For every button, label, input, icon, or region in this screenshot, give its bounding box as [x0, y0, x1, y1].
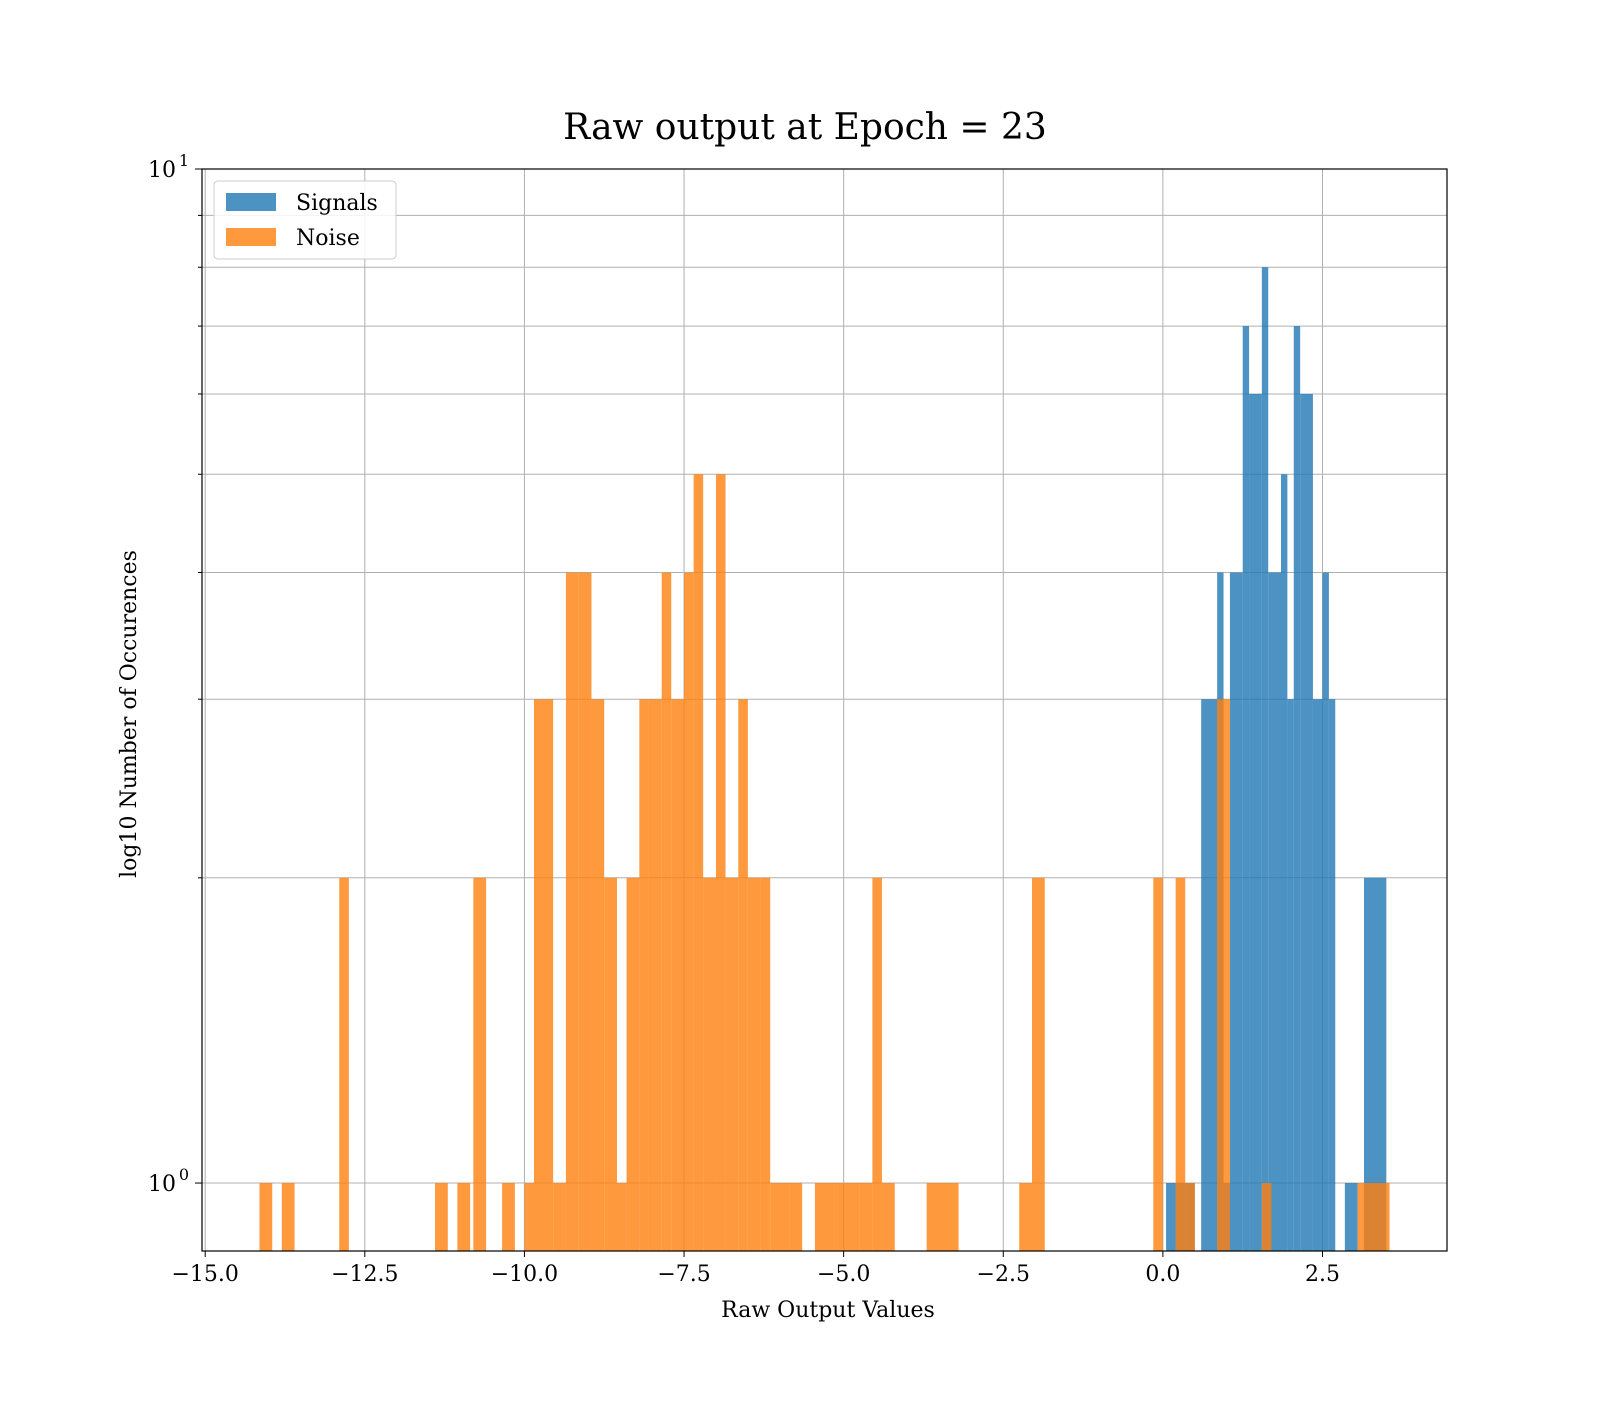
x-tick-label: 2.5 [1305, 1262, 1340, 1287]
noise-bar [1357, 1183, 1390, 1251]
noise-bar [789, 1183, 803, 1251]
noise-bar [684, 572, 694, 1251]
noise-bar [725, 877, 739, 1251]
noise-bar [693, 474, 704, 1251]
signals-bar [1312, 699, 1323, 1251]
noise-bar [604, 877, 617, 1251]
noise-bar [715, 474, 726, 1251]
signals-bar [1249, 393, 1262, 1251]
y-tick-label: 10 [148, 1172, 176, 1197]
x-tick-label: −2.5 [977, 1262, 1030, 1287]
x-tick-label: 0.0 [1145, 1262, 1180, 1287]
y-axis-label: log10 Number of Occurences [117, 550, 142, 878]
noise-bar [1185, 1183, 1195, 1251]
noise-bar [671, 699, 685, 1251]
noise-bar [834, 1183, 860, 1251]
x-axis-label: Raw Output Values [721, 1298, 935, 1323]
noise-bar [881, 1183, 895, 1251]
x-tick-label: −7.5 [657, 1262, 710, 1287]
y-tick-exponent: 1 [179, 151, 189, 170]
noise-bar [591, 699, 605, 1251]
noise-bar [281, 1183, 295, 1251]
signals-bar [1300, 393, 1313, 1251]
noise-bar [703, 877, 716, 1251]
signals-bar [1322, 572, 1329, 1251]
x-tick-label: −15.0 [171, 1262, 238, 1287]
noise-bar [639, 699, 649, 1251]
noise-bar [1217, 699, 1230, 1251]
noise-bar [760, 877, 771, 1251]
signals-bar [1229, 572, 1243, 1251]
legend-label-noise: Noise [296, 226, 360, 251]
noise-bar [553, 1183, 566, 1251]
noise-bar [435, 1183, 448, 1251]
signals-bar [1293, 326, 1301, 1251]
signals-bar [1344, 1183, 1358, 1251]
noise-bar [524, 1183, 534, 1251]
signals-bar [1166, 1183, 1176, 1251]
noise-bar [1153, 877, 1163, 1251]
noise-bar [661, 572, 672, 1251]
noise-bar [457, 1183, 471, 1251]
noise-bar [617, 1183, 627, 1251]
noise-bar [1032, 877, 1045, 1251]
plot-frame [201, 168, 1448, 1252]
legend: Signals Noise [213, 180, 397, 260]
noise-bar [1175, 877, 1186, 1251]
signals-bar [1281, 474, 1288, 1251]
x-tick-label: −10.0 [491, 1262, 558, 1287]
legend-swatch-noise [226, 228, 276, 246]
signals-bar [1261, 267, 1269, 1251]
x-tick-label: −5.0 [817, 1262, 870, 1287]
noise-bar [565, 572, 579, 1251]
noise-bar [626, 877, 640, 1251]
legend-label-signals: Signals [296, 191, 378, 216]
noise-bar [578, 572, 592, 1251]
y-tick-label: 10 [148, 158, 176, 183]
noise-bar [339, 877, 349, 1251]
signals-bar [1287, 699, 1294, 1251]
signals-bar [1242, 326, 1250, 1251]
noise-bar [648, 699, 662, 1251]
noise-bar [502, 1183, 515, 1251]
noise-bar [259, 1183, 273, 1251]
noise-bar [1261, 1183, 1272, 1251]
noise-bar [926, 1183, 959, 1251]
bars [259, 267, 1390, 1251]
noise-bar [534, 699, 554, 1251]
x-tick-label: −12.5 [331, 1262, 398, 1287]
noise-bar [814, 1183, 835, 1251]
signals-bar [1201, 699, 1218, 1251]
noise-bar [859, 1183, 873, 1251]
signals-bar [1328, 699, 1336, 1251]
noise-bar [473, 877, 487, 1251]
signals-bar [1364, 877, 1387, 1251]
noise-bar [872, 877, 882, 1251]
noise-bar [747, 877, 761, 1251]
noise-bar [738, 699, 748, 1251]
signals-bar [1268, 572, 1281, 1251]
chart-title: Raw output at Epoch = 23 [563, 107, 1047, 148]
y-tick-exponent: 0 [179, 1165, 189, 1184]
noise-bar [1019, 1183, 1032, 1251]
noise-bar [770, 1183, 790, 1251]
legend-swatch-signals [226, 193, 276, 211]
